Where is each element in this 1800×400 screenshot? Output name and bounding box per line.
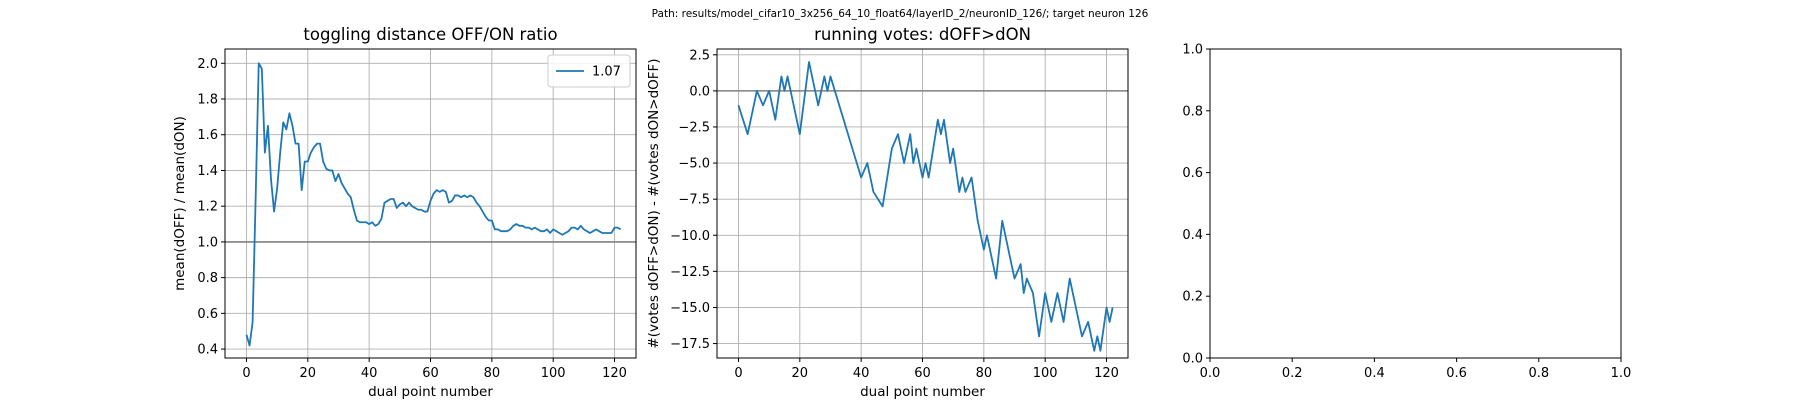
- x-tick-label: 20: [792, 366, 809, 381]
- x-tick-label: 60: [914, 366, 931, 381]
- series-line: [737, 61, 1114, 352]
- x-tick-label: 0.2: [1282, 366, 1303, 381]
- y-tick-label: 0.2: [1182, 290, 1203, 305]
- x-tick-label: 0.0: [1200, 366, 1221, 381]
- x-tick-label: 60: [422, 366, 439, 381]
- x-tick-label: 0.6: [1446, 366, 1467, 381]
- y-tick-label: 1.6: [197, 128, 218, 143]
- x-tick-label: 120: [1094, 366, 1119, 381]
- figure-suptitle: Path: results/model_cifar10_3x256_64_10_…: [652, 8, 1149, 20]
- x-tick-label: 0.8: [1528, 366, 1549, 381]
- y-tick-label: 0.8: [1182, 104, 1203, 119]
- x-tick-label: 1.0: [1611, 366, 1632, 381]
- y-tick-label: 0.4: [197, 343, 218, 358]
- y-tick-label: 1.2: [197, 200, 218, 215]
- y-tick-label: 0.4: [1182, 228, 1203, 243]
- y-tick-label: 1.4: [197, 164, 218, 179]
- x-tick-label: 20: [300, 366, 317, 381]
- axes-frame: [1209, 48, 1622, 359]
- y-tick-label: 1.8: [197, 93, 218, 108]
- x-tick-label: 120: [602, 366, 627, 381]
- ratio-chart: 0 20 40 60 80 100 120 0.4 0.6 0.8 1.0 1.2 1.4 1.6 1.8 2…: [172, 25, 637, 400]
- x-tick-label: 100: [1033, 366, 1058, 381]
- y-tick-label: 0.8: [197, 271, 218, 286]
- x-axis-label: dual point number: [860, 384, 985, 400]
- x-tick-label: 40: [853, 366, 870, 381]
- y-tick-label: 1.0: [1182, 43, 1203, 58]
- y-tick-label: −12.5: [670, 265, 710, 280]
- y-axis-label: mean(dOFF) / mean(dON): [172, 116, 188, 291]
- y-tick-label: 0.0: [689, 84, 710, 99]
- y-tick-label: −2.5: [678, 120, 710, 135]
- y-tick-label: 2.0: [197, 57, 218, 72]
- x-tick-label: 80: [976, 366, 993, 381]
- x-tick-label: 40: [361, 366, 378, 381]
- x-tick-label: 0: [734, 366, 742, 381]
- y-tick-label: 2.5: [689, 48, 710, 63]
- chart-title: toggling distance OFF/ON ratio: [303, 25, 557, 44]
- x-tick-label: 80: [484, 366, 501, 381]
- legend: 1.07: [547, 54, 631, 88]
- y-tick-label: 0.0: [1182, 352, 1203, 367]
- x-tick-label: 0.4: [1364, 366, 1385, 381]
- y-tick-label: 1.0: [197, 235, 218, 250]
- y-tick-label: −5.0: [678, 157, 710, 172]
- series-line: [245, 62, 622, 347]
- y-tick-label: −15.0: [670, 301, 710, 316]
- x-tick-label: 0: [242, 366, 250, 381]
- y-tick-label: −17.5: [670, 337, 710, 352]
- legend-box: [547, 54, 631, 88]
- empty-chart: 0.0 0.2 0.4 0.6 0.8 1.0 0.0 0.2 0.4 0.6 0.8 1.0: [1182, 43, 1631, 382]
- y-tick-label: −7.5: [678, 193, 710, 208]
- y-tick-label: 0.6: [1182, 166, 1203, 181]
- y-tick-label: −10.0: [670, 229, 710, 244]
- y-axis-label: #(votes dOFF>dON) - #(votes dON>dOFF): [646, 58, 662, 348]
- y-tick-label: 0.6: [197, 307, 218, 322]
- x-tick-label: 100: [541, 366, 566, 381]
- legend-entry: 1.07: [592, 65, 621, 80]
- chart-title: running votes: dOFF>dON: [814, 25, 1031, 44]
- x-axis-label: dual point number: [368, 384, 493, 400]
- running-votes-chart: 0 20 40 60 80 100 120 −17.5 −15.0 −12.5 −10.0 −7.5 −…: [646, 25, 1129, 400]
